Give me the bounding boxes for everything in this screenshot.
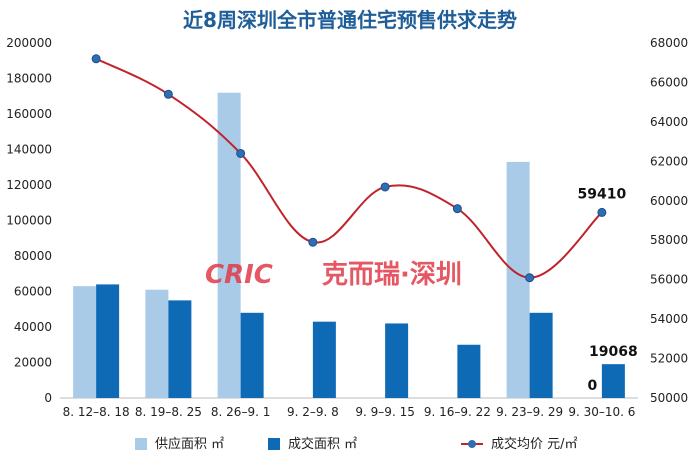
price-marker: [380, 182, 390, 192]
legend-label: 成交均价 元/㎡: [491, 436, 578, 452]
watermark-text: 克而瑞·深圳: [322, 260, 462, 290]
price-marker: [597, 207, 607, 217]
deal-bar: [529, 312, 553, 398]
y-right-tick-label: 68000: [650, 36, 688, 50]
legend-label: 成交面积 ㎡: [288, 436, 357, 452]
data-label: 19068: [589, 344, 638, 360]
supply-bar: [145, 289, 169, 398]
data-labels: 19068 0 59410: [578, 186, 638, 394]
price-marker: [236, 148, 246, 158]
y-left-tick-label: 60000: [14, 285, 52, 299]
legend-marker: [468, 440, 476, 448]
y-left-tick-label: 180000: [6, 72, 52, 86]
y-right-tick-label: 64000: [650, 115, 688, 129]
y-right-tick-label: 52000: [650, 352, 688, 366]
y-left-tick-label: 0: [44, 391, 52, 405]
deal-bar: [601, 364, 625, 398]
supply-bar: [506, 161, 530, 398]
x-tick-label: 8. 12–8. 18: [63, 405, 130, 419]
chart-title: 近8周深圳全市普通住宅预售供求走势: [183, 8, 517, 32]
price-marker: [452, 204, 462, 214]
legend-swatch: [135, 438, 147, 450]
x-tick-label: 9. 23–9. 29: [496, 405, 563, 419]
deal-bar: [385, 323, 409, 398]
y-left-tick-label: 20000: [14, 356, 52, 370]
axes: 0 20000 40000 60000 80000 100000 120000 140000 1…: [6, 36, 688, 419]
watermark-brand: CRIC: [205, 260, 273, 290]
price-marker: [91, 54, 101, 64]
x-tick-label: 8. 19–8. 25: [135, 405, 202, 419]
price-line: [91, 54, 607, 283]
price-marker: [525, 273, 535, 283]
x-tick-label: 9. 16–9. 22: [424, 405, 491, 419]
y-right-tick-label: 58000: [650, 233, 688, 247]
x-tick-label: 9. 30–10. 6: [568, 405, 635, 419]
y-left-tick-label: 120000: [6, 178, 52, 192]
y-right-tick-label: 50000: [650, 391, 688, 405]
y-left-tick-label: 100000: [6, 214, 52, 228]
y-right-tick-label: 62000: [650, 154, 688, 168]
y-right-tick-label: 66000: [650, 75, 688, 89]
y-left-tick-label: 40000: [14, 320, 52, 334]
y-left-tick-label: 200000: [6, 36, 52, 50]
deal-bar: [96, 284, 120, 398]
price-marker: [163, 89, 173, 99]
data-label: 0: [588, 378, 598, 394]
y-left-tick-label: 80000: [14, 249, 52, 263]
deal-bar: [240, 312, 264, 398]
supply-bar: [73, 286, 97, 398]
data-label: 59410: [578, 186, 627, 202]
supply-bar: [217, 92, 241, 398]
deal-bar: [312, 321, 336, 398]
legend-swatch: [268, 438, 280, 450]
legend: 供应面积 ㎡ 成交面积 ㎡ 成交均价 元/㎡: [135, 436, 578, 452]
bars: [73, 92, 625, 398]
y-right-tick-label: 60000: [650, 194, 688, 208]
y-left-tick-label: 160000: [6, 107, 52, 121]
legend-label: 供应面积 ㎡: [155, 436, 224, 452]
y-right-tick-label: 56000: [650, 273, 688, 287]
deal-bar: [168, 300, 192, 398]
x-tick-label: 9. 9–9. 15: [355, 405, 414, 419]
y-left-tick-label: 140000: [6, 143, 52, 157]
x-tick-label: 8. 26–9. 1: [211, 405, 270, 419]
y-right-tick-label: 54000: [650, 312, 688, 326]
deal-bar: [457, 344, 481, 398]
x-tick-label: 9. 2–9. 8: [287, 405, 339, 419]
price-marker: [308, 237, 318, 247]
watermark: CRIC 克而瑞·深圳: [205, 260, 462, 290]
